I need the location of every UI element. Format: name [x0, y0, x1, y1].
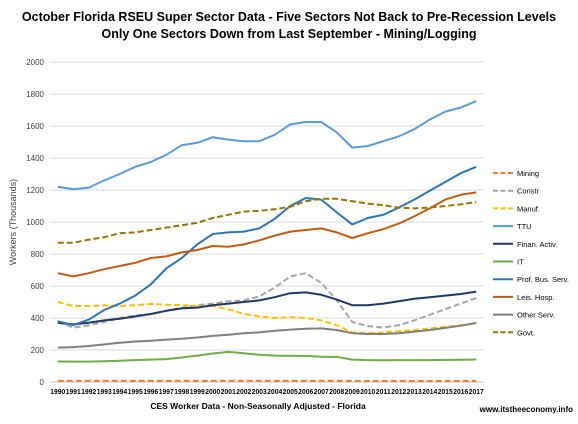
x-tick-label: 2002 — [236, 389, 251, 396]
chart-title: October Florida RSEU Super Sector Data -… — [22, 10, 556, 24]
legend-label-prof-bus-serv: Prof. Bus. Serv. — [517, 275, 569, 284]
x-tick-label: 2001 — [221, 389, 236, 396]
y-tick-label: 200 — [31, 346, 45, 355]
x-tick-label: 2010 — [360, 389, 375, 396]
x-tick-label: 2000 — [205, 389, 220, 396]
y-tick-label: 0 — [40, 378, 45, 387]
x-tick-label: 1990 — [50, 389, 65, 396]
chart-subtitle: Only One Sectors Down from Last Septembe… — [101, 27, 476, 41]
legend-label-manuf: Manuf. — [517, 204, 540, 213]
x-tick-label: 2003 — [252, 389, 267, 396]
y-tick-label: 1200 — [26, 186, 44, 195]
y-tick-label: 1600 — [26, 122, 44, 131]
x-tick-label: 1998 — [174, 389, 189, 396]
legend-label-constr: Constr — [517, 187, 540, 196]
x-tick-label: 1999 — [190, 389, 205, 396]
x-tick-label: 1992 — [81, 389, 96, 396]
x-tick-label: 2007 — [314, 389, 329, 396]
legend-label-mining: Mining — [517, 169, 539, 178]
x-tick-label: 2005 — [283, 389, 298, 396]
footer-url: www.itstheeconomy.info — [479, 405, 573, 414]
x-tick-label: 2009 — [345, 389, 360, 396]
y-tick-label: 1400 — [26, 154, 44, 163]
x-tick-label: 2006 — [298, 389, 313, 396]
y-tick-label: 400 — [31, 314, 45, 323]
x-tick-label: 2015 — [438, 389, 453, 396]
x-tick-label: 2004 — [267, 389, 282, 396]
x-tick-label: 2016 — [453, 389, 468, 396]
y-tick-label: 600 — [31, 282, 45, 291]
legend-label-other-serv: Other Serv. — [517, 311, 555, 320]
legend-label-it: IT — [517, 258, 524, 267]
x-tick-label: 1996 — [143, 389, 158, 396]
x-tick-label: 2014 — [422, 389, 437, 396]
x-axis-label: CES Worker Data - Non-Seasonally Adjuste… — [150, 401, 366, 411]
y-tick-label: 1800 — [26, 90, 44, 99]
x-tick-label: 1993 — [97, 389, 112, 396]
legend-label-finan-activ: Finan. Activ. — [517, 240, 557, 249]
y-tick-label: 800 — [31, 250, 45, 259]
x-tick-label: 1997 — [159, 389, 174, 396]
legend-label-ttu: TTU — [517, 222, 532, 231]
legend-label-leis-hosp: Leis. Hosp. — [517, 293, 555, 302]
x-tick-label: 2017 — [469, 389, 484, 396]
y-tick-label: 2000 — [26, 58, 44, 67]
x-tick-label: 1995 — [128, 389, 143, 396]
y-tick-label: 1000 — [26, 218, 44, 227]
x-tick-label: 1991 — [66, 389, 81, 396]
x-tick-label: 2008 — [329, 389, 344, 396]
x-tick-label: 2013 — [407, 389, 422, 396]
legend-label-govt: Govt. — [517, 328, 535, 337]
x-tick-label: 2012 — [391, 389, 406, 396]
x-tick-label: 2011 — [376, 389, 391, 396]
x-tick-label: 1994 — [112, 389, 127, 396]
y-axis-label: Workers (Thousands) — [8, 179, 18, 265]
